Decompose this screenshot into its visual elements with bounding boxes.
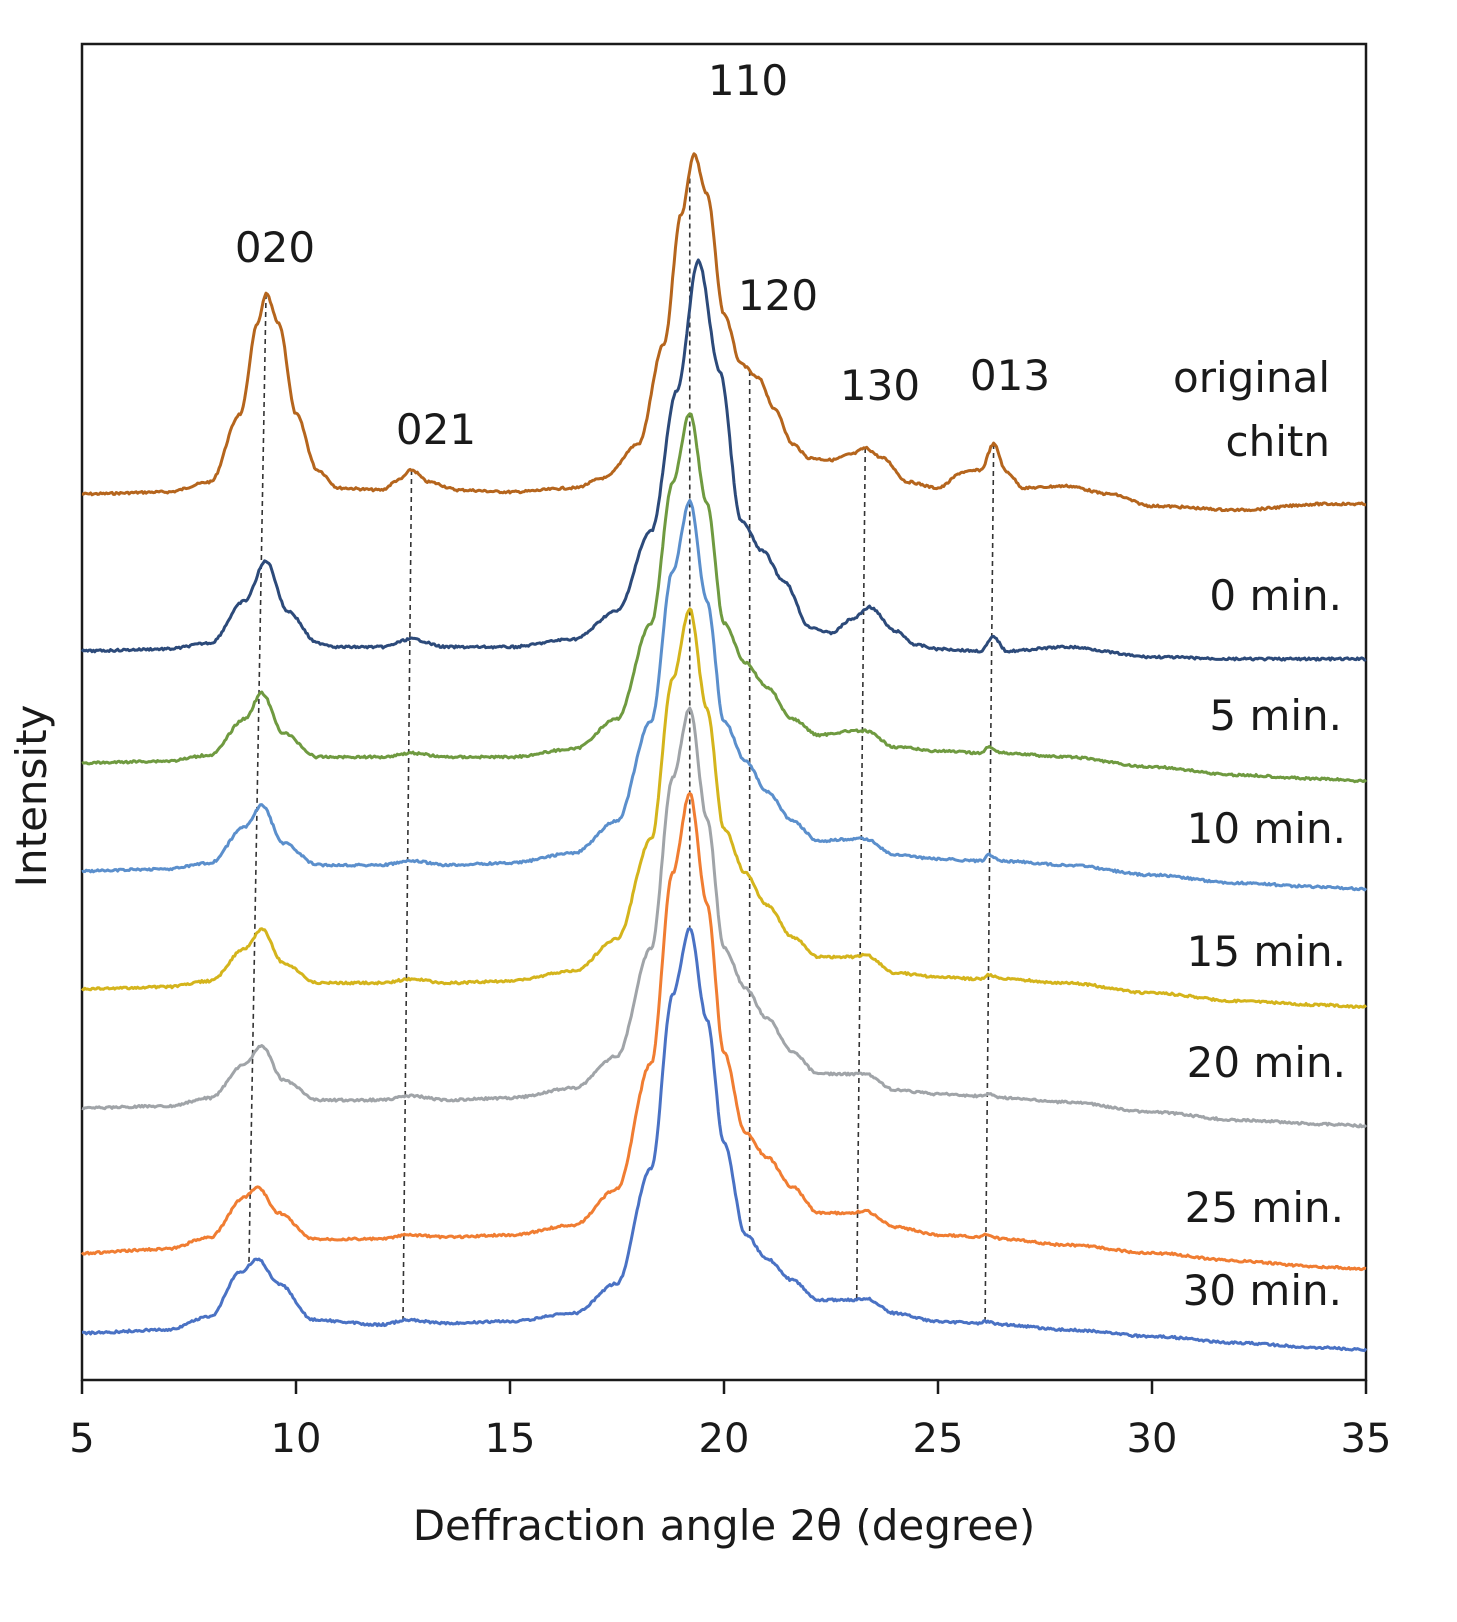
series-line-1 <box>80 258 1367 662</box>
x-tick-label-10: 10 <box>271 1416 322 1462</box>
peak-label-110: 110 <box>708 56 788 105</box>
peak-label-020: 020 <box>235 223 315 272</box>
x-tick-label-25: 25 <box>913 1416 964 1462</box>
guide-line-130 <box>855 447 867 1300</box>
series-label-0-line1: chitn <box>1226 417 1330 466</box>
peak-label-013: 013 <box>970 351 1050 400</box>
series-line-5 <box>81 706 1368 1129</box>
peak-label-130: 130 <box>840 361 920 410</box>
series-label-5: 20 min. <box>1187 1038 1346 1087</box>
series-line-7 <box>81 927 1368 1352</box>
x-axis: 5 10 15 20 25 30 35 <box>69 1380 1391 1462</box>
series-line-2 <box>81 412 1368 784</box>
peak-label-021: 021 <box>396 405 476 454</box>
guide-line-020 <box>248 293 267 1266</box>
x-axis-title: Deffraction angle 2θ (degree) <box>413 1501 1036 1550</box>
x-tick-label-5: 5 <box>69 1416 94 1462</box>
series-line-0 <box>81 152 1367 513</box>
series-label-2: 5 min. <box>1209 691 1342 740</box>
peak-labels: 020 021 110 120 130 013 <box>235 56 1050 454</box>
series-label-0: original <box>1173 353 1330 402</box>
peak-guide-lines <box>248 169 995 1322</box>
series-line-3 <box>81 498 1368 892</box>
x-tick-label-15: 15 <box>485 1416 536 1462</box>
series-line-6 <box>80 791 1367 1272</box>
y-axis-title: Intensity <box>7 705 56 888</box>
series-labels: original chitn 0 min. 5 min. 10 min. 15 min. 2… <box>1173 353 1346 1315</box>
series-label-3: 10 min. <box>1187 804 1346 853</box>
x-tick-label-20: 20 <box>699 1416 750 1462</box>
series-line-4 <box>80 607 1368 1009</box>
x-tick-label-30: 30 <box>1127 1416 1178 1462</box>
series-label-4: 15 min. <box>1187 927 1346 976</box>
guide-line-021 <box>402 469 413 1321</box>
peak-label-120: 120 <box>738 271 818 320</box>
series-group <box>80 152 1368 1352</box>
x-tick-label-35: 35 <box>1341 1416 1392 1462</box>
series-label-7: 30 min. <box>1183 1266 1342 1315</box>
guide-line-013 <box>984 443 995 1322</box>
series-label-1: 0 min. <box>1209 571 1342 620</box>
series-label-6: 25 min. <box>1185 1183 1344 1232</box>
